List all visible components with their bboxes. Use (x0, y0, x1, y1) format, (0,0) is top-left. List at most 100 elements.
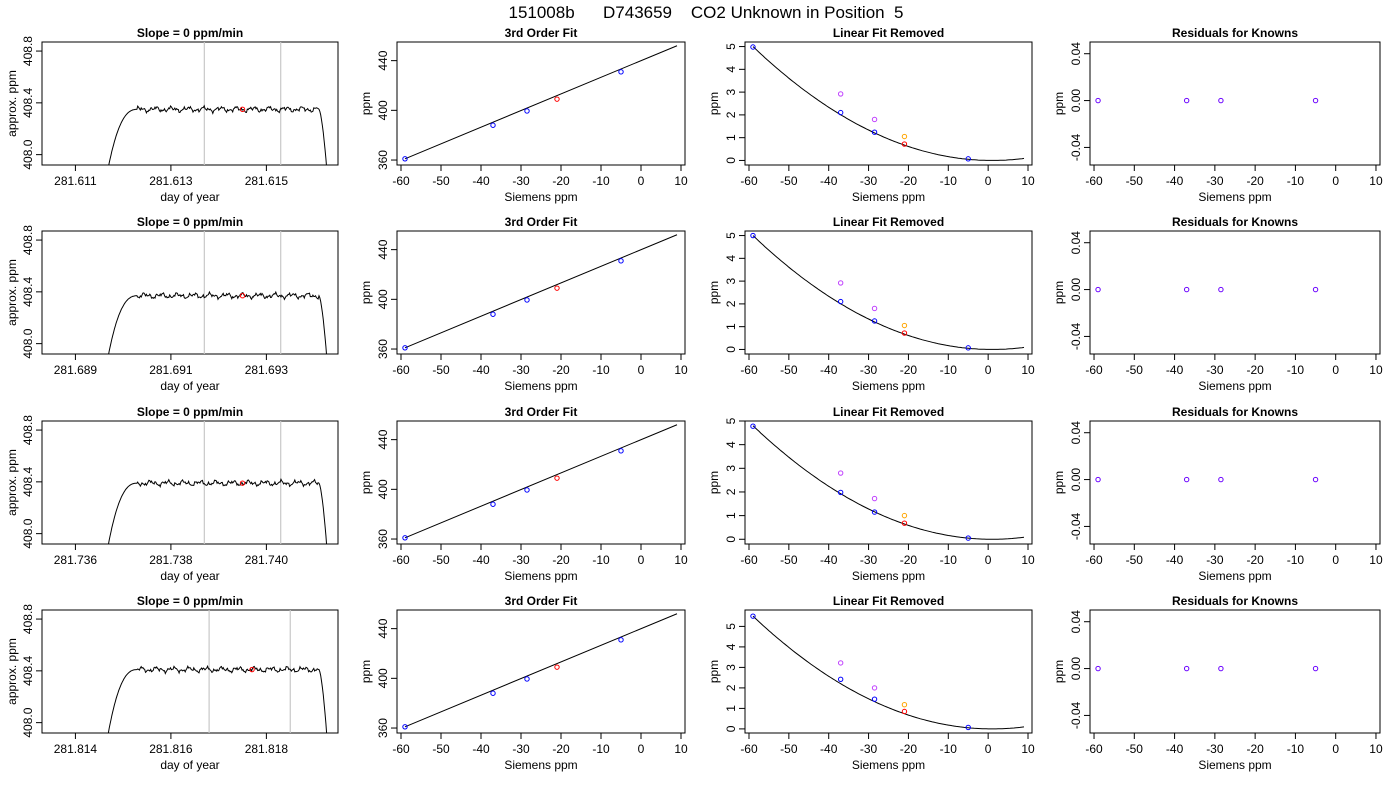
data-point (524, 108, 530, 114)
x-tick-label: 0 (638, 174, 645, 188)
y-tick-label: 0.04 (1069, 231, 1083, 255)
data-point (901, 702, 908, 708)
x-tick-label: 281.691 (149, 363, 193, 377)
data-point (871, 495, 878, 502)
trace-line (107, 477, 328, 544)
x-tick-label: 281.738 (149, 553, 193, 567)
x-tick-label: 0 (638, 742, 645, 756)
x-tick-label: 0 (1332, 742, 1339, 756)
x-tick-label: -40 (820, 363, 838, 377)
y-axis-label: ppm (1052, 92, 1066, 115)
y-tick-label: 0.00 (1069, 89, 1083, 113)
x-tick-label: -10 (1287, 553, 1305, 567)
data-point (750, 44, 756, 50)
x-tick-label: -50 (780, 553, 798, 567)
x-axis-label: Siemens ppm (1198, 190, 1271, 204)
panel-r1-c3: Linear Fit Removed -60 -50 -40 -30 -20 -10 0 10 0… (707, 26, 1035, 204)
data-point (490, 501, 496, 507)
main-title: 151008b D743659 CO2 Unknown in Position … (508, 3, 903, 22)
x-tick-label: 281.613 (149, 174, 193, 188)
x-tick-label: -60 (1085, 363, 1103, 377)
panel-title: 3rd Order Fit (505, 26, 578, 40)
x-tick-label: -40 (472, 553, 490, 567)
y-tick-label: 440 (376, 429, 390, 449)
mean-marker (249, 666, 255, 673)
y-tick-label: -0.04 (1069, 512, 1083, 540)
data-point (837, 280, 844, 286)
data-point (837, 298, 844, 305)
y-tick-label: 2 (724, 488, 738, 495)
x-tick-label: -10 (1287, 174, 1305, 188)
y-tick-label: 440 (376, 239, 390, 259)
residual-point (1218, 476, 1224, 483)
y-tick-label: -0.04 (1069, 701, 1083, 729)
x-tick-label: -30 (512, 363, 530, 377)
y-tick-label: 408.8 (21, 36, 35, 66)
data-point (901, 512, 908, 519)
x-tick-label: -50 (1126, 363, 1144, 377)
x-tick-label: -40 (820, 742, 838, 756)
x-tick-label: -60 (740, 363, 758, 377)
panel-title: Residuals for Knowns (1172, 594, 1298, 608)
plot-data (750, 423, 1025, 541)
x-tick-label: 10 (674, 363, 688, 377)
trace-line (108, 290, 327, 354)
x-tick-label: -20 (552, 553, 570, 567)
x-tick-label: 0 (985, 742, 992, 756)
data-point (618, 448, 624, 454)
x-axis-label: Siemens ppm (1198, 379, 1271, 393)
data-point (837, 676, 844, 682)
x-tick-label: 281.814 (54, 742, 98, 756)
data-point (871, 116, 878, 123)
data-point (901, 708, 908, 715)
y-tick-label: 408.0 (21, 139, 35, 169)
y-tick-label: 1 (724, 323, 738, 330)
x-tick-label: -60 (392, 553, 410, 567)
data-point (965, 724, 971, 731)
x-tick-label: -20 (552, 742, 570, 756)
y-tick-label: 2 (724, 111, 738, 118)
x-tick-label: 281.689 (54, 363, 98, 377)
y-tick-label: 408.8 (21, 415, 35, 445)
data-point (618, 258, 624, 264)
y-tick-label: 0.00 (1069, 278, 1083, 302)
panel-title: 3rd Order Fit (505, 215, 578, 229)
y-tick-label: 0.04 (1069, 421, 1083, 445)
x-tick-label: -30 (512, 742, 530, 756)
plot-data (750, 613, 1025, 731)
y-tick-label: 0.00 (1069, 468, 1083, 492)
x-tick-label: -50 (432, 742, 450, 756)
x-tick-label: 0 (1332, 553, 1339, 567)
x-tick-label: -60 (740, 174, 758, 188)
data-point (837, 660, 844, 666)
plot-frame (744, 609, 1033, 734)
panel-title: Linear Fit Removed (833, 405, 944, 419)
x-tick-label: -20 (1246, 742, 1264, 756)
plot-frame (41, 420, 339, 545)
residual-point (1095, 97, 1101, 104)
fit-curve (752, 615, 1025, 730)
plot-data (107, 610, 328, 733)
data-point (750, 423, 756, 429)
trace-line (108, 104, 327, 165)
plot-data (1095, 476, 1319, 483)
x-tick-label: -10 (592, 742, 610, 756)
y-tick-label: 408.0 (21, 707, 35, 737)
y-tick-label: 408.4 (21, 656, 35, 686)
x-tick-label: -40 (1166, 553, 1184, 567)
x-axis-label: Siemens ppm (504, 190, 577, 204)
x-tick-label: -60 (392, 363, 410, 377)
x-tick-label: 281.736 (54, 553, 98, 567)
plot-frame (744, 420, 1033, 545)
residual-point (1183, 665, 1190, 672)
panel-title: Linear Fit Removed (833, 594, 944, 608)
x-tick-label: -50 (1126, 553, 1144, 567)
y-tick-label: 1 (724, 512, 738, 519)
plot-frame (41, 41, 339, 166)
x-axis-label: Siemens ppm (504, 758, 577, 772)
y-tick-label: 0 (724, 346, 738, 353)
x-axis-label: Siemens ppm (852, 190, 925, 204)
x-tick-label: -60 (392, 174, 410, 188)
plot-frame (744, 41, 1033, 166)
data-point (837, 91, 844, 97)
